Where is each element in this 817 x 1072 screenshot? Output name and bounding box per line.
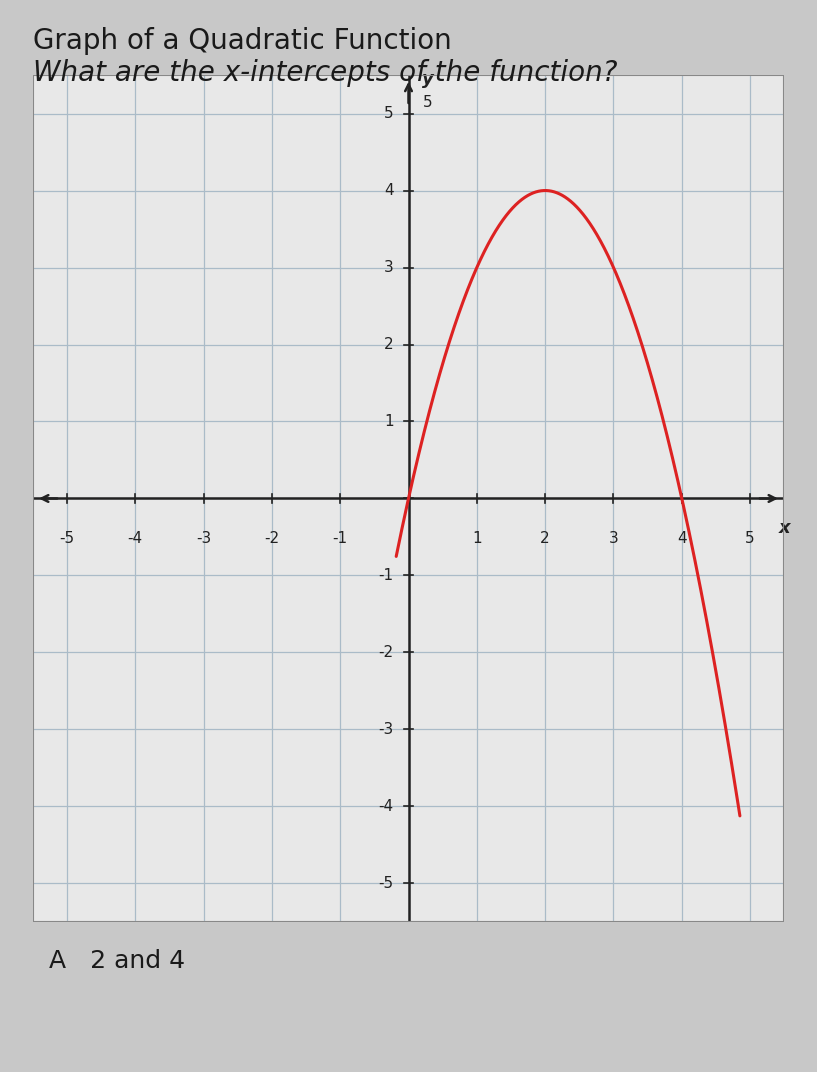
Text: -1: -1 — [333, 531, 348, 546]
Text: 1: 1 — [384, 414, 394, 429]
Text: 5: 5 — [745, 531, 755, 546]
Text: 2: 2 — [384, 337, 394, 352]
Text: -2: -2 — [264, 531, 279, 546]
Text: x: x — [779, 519, 790, 537]
Text: -5: -5 — [60, 531, 74, 546]
Text: -4: -4 — [127, 531, 143, 546]
Text: 4: 4 — [677, 531, 686, 546]
Text: -4: -4 — [378, 799, 394, 814]
Text: -3: -3 — [378, 721, 394, 736]
Text: 1: 1 — [472, 531, 482, 546]
Text: Graph of a Quadratic Function: Graph of a Quadratic Function — [33, 27, 452, 55]
Text: 2: 2 — [540, 531, 550, 546]
Text: A   2 and 4: A 2 and 4 — [49, 949, 185, 972]
Text: -5: -5 — [378, 876, 394, 891]
Text: y: y — [422, 70, 434, 88]
Text: 5: 5 — [423, 94, 432, 109]
Text: 4: 4 — [384, 183, 394, 198]
Text: -1: -1 — [378, 568, 394, 583]
Text: 3: 3 — [384, 260, 394, 276]
Text: 5: 5 — [384, 106, 394, 121]
Text: 3: 3 — [609, 531, 618, 546]
Text: -2: -2 — [378, 645, 394, 660]
Text: -3: -3 — [196, 531, 211, 546]
Text: What are the x-intercepts of the function?: What are the x-intercepts of the functio… — [33, 59, 617, 87]
